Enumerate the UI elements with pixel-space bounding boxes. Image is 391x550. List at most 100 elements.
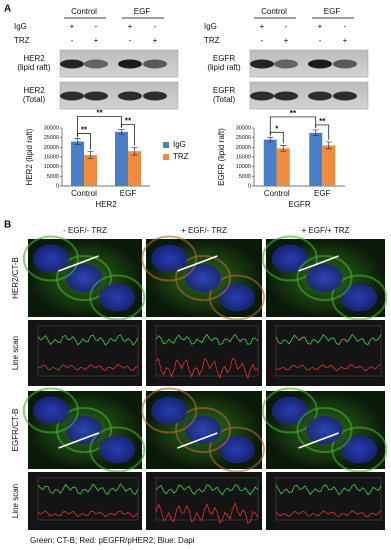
- significance-bracket: [77, 116, 122, 137]
- nucleus: [271, 244, 308, 273]
- y-tick-label: 25000: [44, 135, 59, 141]
- membrane: [331, 426, 388, 473]
- nucleus: [341, 283, 378, 312]
- blot-band: [60, 91, 84, 101]
- membrane: [56, 255, 113, 301]
- significance-bracket: [269, 116, 317, 136]
- y-axis-title: EGFR (lipid raft): [217, 128, 226, 186]
- sign: +: [343, 36, 348, 45]
- line-scan-plot: [28, 320, 142, 386]
- x-axis-title: EGFR: [288, 200, 310, 209]
- bar: [115, 131, 128, 186]
- column-title: + EGF/+ TRZ: [302, 226, 350, 235]
- group-label: Control: [71, 7, 97, 16]
- caption: Green: CT-B; Red: pEGFR/pHER2; Blue: Dap…: [30, 536, 195, 545]
- error-bar: [312, 129, 319, 137]
- blot-band: [308, 59, 332, 69]
- bar: [263, 139, 277, 186]
- nucleus: [66, 264, 103, 292]
- blot-band: [250, 91, 274, 101]
- significance-label: **: [125, 117, 132, 126]
- error-bar: [325, 141, 332, 150]
- line-scan-frame: [275, 477, 382, 521]
- scan-line: [298, 255, 339, 272]
- sign: -: [344, 22, 347, 31]
- line-scan-trace: [37, 334, 139, 346]
- membrane: [261, 235, 318, 282]
- panel-label: A: [4, 4, 11, 15]
- significance-label: **: [290, 109, 297, 118]
- row-label: IgG: [14, 22, 27, 31]
- legend-label: IgG: [173, 140, 186, 149]
- line-scan-frame: [37, 325, 139, 377]
- line-scan-trace: [275, 364, 382, 372]
- membrane: [89, 426, 146, 473]
- x-tick-label: Control: [264, 189, 290, 198]
- row-label: HER2/CT-B: [11, 257, 20, 299]
- y-tick-label: 15000: [44, 154, 59, 160]
- band-label: HER2 (Total): [23, 86, 46, 104]
- scan-line: [177, 255, 218, 272]
- line-scan-trace: [37, 363, 139, 371]
- nucleus: [32, 396, 69, 425]
- blot-band: [274, 91, 298, 101]
- band-label: EGFR (Total): [213, 86, 236, 104]
- nucleus: [99, 283, 136, 312]
- y-tick-label: 20000: [44, 145, 59, 151]
- sign: +: [94, 36, 99, 45]
- nucleus: [32, 244, 69, 273]
- x-tick-label: EGF: [314, 189, 331, 198]
- sign: -: [129, 36, 132, 45]
- line-scan-trace: [155, 333, 259, 345]
- band-label: HER2 (lipid raft): [17, 54, 51, 72]
- significance-label: **: [319, 117, 326, 126]
- blot-band: [60, 59, 84, 69]
- scan-line: [58, 432, 99, 449]
- error-bar: [74, 138, 81, 145]
- sign: -: [319, 36, 322, 45]
- group-label: EGF: [324, 7, 341, 16]
- band-label: EGFR (lipid raft): [207, 54, 241, 72]
- line-scan-trace: [155, 357, 259, 380]
- error-bar: [267, 136, 274, 143]
- y-axis-title: HER2 (lipid raft): [25, 128, 34, 185]
- sign: +: [153, 36, 158, 45]
- x-tick-label: Control: [71, 189, 97, 198]
- blot-band: [250, 59, 274, 69]
- error-bar: [131, 146, 138, 156]
- line-scan-frame: [155, 325, 259, 377]
- membrane: [175, 407, 232, 453]
- sign: -: [285, 22, 288, 31]
- row-label: Line scan: [11, 484, 20, 518]
- scan-line: [298, 432, 339, 449]
- x-tick-label: EGF: [120, 189, 137, 198]
- line-scan-trace: [37, 483, 139, 495]
- legend-swatch: [163, 142, 169, 148]
- column-title: - EGF/- TRZ: [63, 226, 107, 235]
- y-tick-label: 30000: [44, 125, 59, 131]
- sign: -: [154, 22, 157, 31]
- blot-band: [333, 59, 357, 69]
- significance-label: **: [81, 126, 88, 135]
- nucleus: [306, 264, 343, 292]
- nucleus: [99, 435, 136, 464]
- row-label: IgG: [204, 22, 217, 31]
- error-bar: [87, 151, 94, 159]
- nucleus: [185, 264, 222, 292]
- y-tick-label: 10000: [44, 164, 59, 170]
- line-scan-plot: [146, 320, 262, 386]
- row-label: TRZ: [204, 36, 220, 45]
- blot-band: [118, 91, 142, 101]
- scan-line: [58, 255, 99, 272]
- blot-band: [84, 59, 108, 69]
- membrane: [208, 426, 265, 473]
- column-title: + EGF/- TRZ: [181, 226, 227, 235]
- blot-band: [118, 59, 142, 69]
- sign: +: [70, 22, 75, 31]
- y-tick-label: 5000: [47, 174, 59, 180]
- blot-band: [84, 91, 108, 101]
- line-scan-plot: [28, 472, 142, 530]
- line-scan-trace: [275, 483, 382, 496]
- nucleus: [151, 244, 188, 273]
